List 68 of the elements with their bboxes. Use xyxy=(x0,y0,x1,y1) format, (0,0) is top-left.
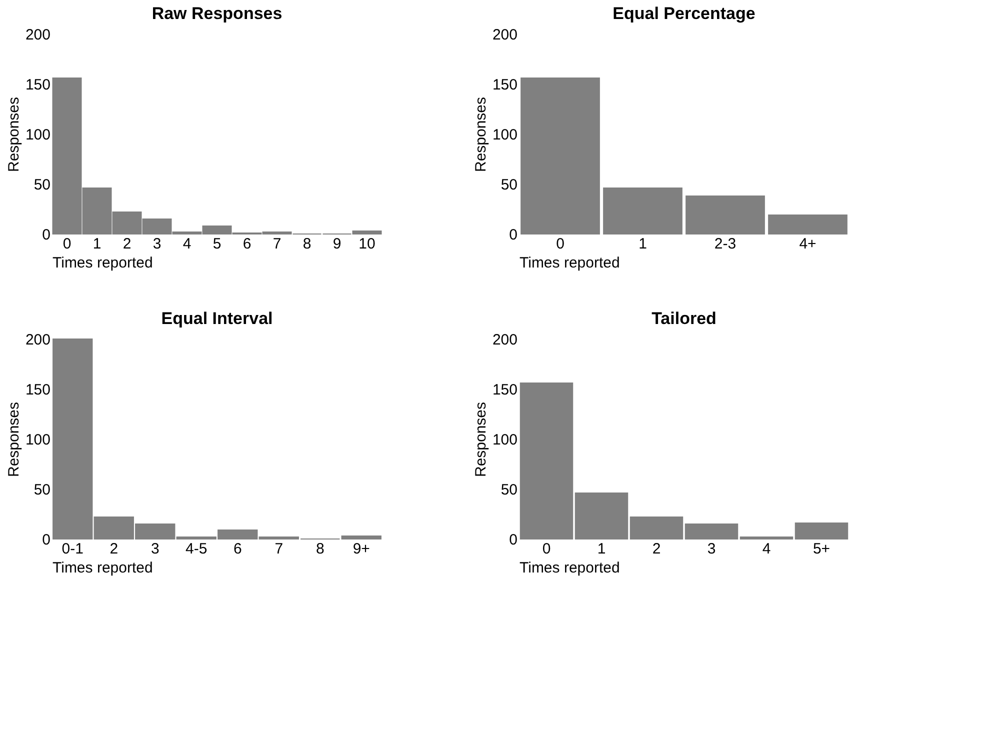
bar xyxy=(520,78,600,234)
x-axis-title: Times reported xyxy=(520,560,620,576)
x-tick-label: 8 xyxy=(316,540,324,558)
y-tick-label: 100 xyxy=(492,432,518,448)
x-tick-label: 1 xyxy=(597,540,606,558)
y-axis-title: Responses xyxy=(5,402,22,478)
y-axis-title: Responses xyxy=(5,96,22,172)
bar xyxy=(520,382,574,540)
x-tick-label: 7 xyxy=(274,540,284,558)
chart-title: Raw Responses xyxy=(152,4,282,23)
chart-title: Equal Interval xyxy=(161,309,273,328)
y-tick-label: 200 xyxy=(492,26,518,44)
chart-title: Tailored xyxy=(652,309,716,328)
y-axis-title: Responses xyxy=(472,96,490,172)
y-tick-label: 200 xyxy=(25,26,50,44)
x-tick-label: 7 xyxy=(272,236,282,252)
x-tick-label: 4 xyxy=(762,540,771,558)
x-tick-label: 2 xyxy=(652,540,661,558)
bar xyxy=(684,524,738,540)
bar xyxy=(574,492,628,540)
x-tick-label: 4 xyxy=(182,236,192,252)
x-tick-label: 8 xyxy=(302,236,312,252)
x-axis-title: Times reported xyxy=(520,254,620,272)
y-tick-label: 100 xyxy=(492,126,518,144)
y-axis-title: Responses xyxy=(472,402,490,478)
bar xyxy=(603,188,682,234)
x-tick-label: 0 xyxy=(556,236,564,252)
y-tick-label: 200 xyxy=(25,332,50,348)
x-tick-label: 4+ xyxy=(799,236,817,252)
x-tick-label: 2 xyxy=(110,540,118,558)
x-axis-title: Times reported xyxy=(52,560,153,576)
bar xyxy=(630,516,684,540)
x-tick-label: 10 xyxy=(358,236,376,252)
x-tick-label: 0-1 xyxy=(62,540,84,558)
x-tick-label: 6 xyxy=(233,540,242,558)
x-tick-label: 2-3 xyxy=(714,236,736,252)
x-tick-label: 5 xyxy=(212,236,222,252)
y-tick-label: 50 xyxy=(34,176,50,194)
x-tick-label: 3 xyxy=(707,540,716,558)
x-tick-label: 5+ xyxy=(812,540,830,558)
x-tick-label: 1 xyxy=(638,236,647,252)
x-tick-label: 0 xyxy=(62,236,72,252)
x-tick-label: 2 xyxy=(122,236,132,252)
y-tick-label: 150 xyxy=(492,76,518,94)
y-tick-label: 50 xyxy=(500,176,518,194)
bar xyxy=(768,214,848,234)
x-axis-title: Times reported xyxy=(52,254,153,272)
x-tick-label: 9 xyxy=(332,236,342,252)
bar xyxy=(341,536,382,540)
y-tick-label: 100 xyxy=(25,432,50,448)
x-tick-label: 4-5 xyxy=(186,540,208,558)
chart-title: Equal Percentage xyxy=(612,4,756,23)
bar xyxy=(740,536,794,540)
bar xyxy=(686,196,765,234)
x-tick-label: 9+ xyxy=(352,540,370,558)
y-tick-label: 50 xyxy=(500,482,518,498)
x-tick-label: 3 xyxy=(150,540,160,558)
y-tick-label: 100 xyxy=(25,126,50,144)
bar xyxy=(794,522,848,540)
x-tick-label: 6 xyxy=(242,236,252,252)
x-tick-label: 1 xyxy=(92,236,102,252)
y-tick-label: 200 xyxy=(492,332,518,348)
x-tick-label: 0 xyxy=(542,540,551,558)
y-tick-label: 150 xyxy=(25,76,50,94)
y-tick-label: 150 xyxy=(492,382,518,398)
y-tick-label: 50 xyxy=(34,482,50,498)
x-tick-label: 3 xyxy=(152,236,162,252)
y-tick-label: 150 xyxy=(25,382,50,398)
